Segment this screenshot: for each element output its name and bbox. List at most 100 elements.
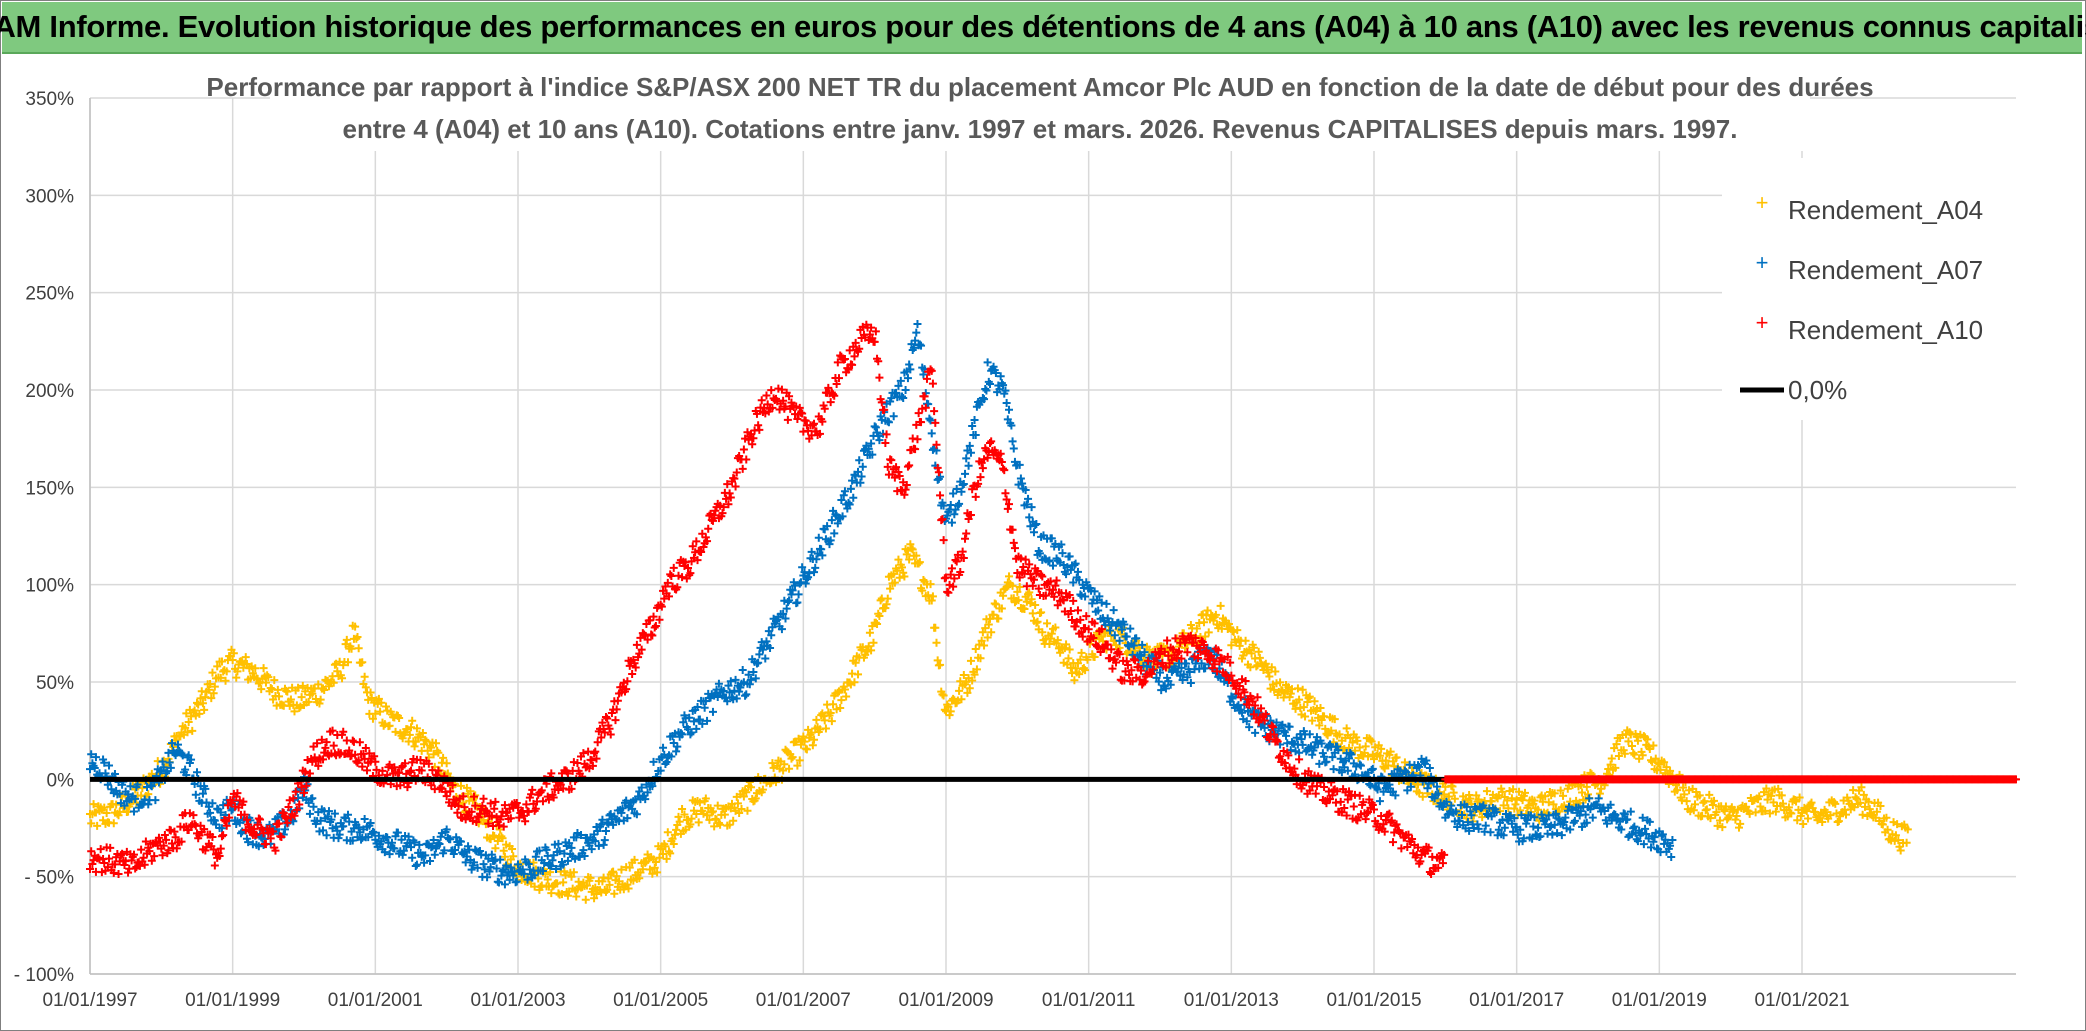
- data-point: [1367, 737, 1376, 746]
- data-point: [1548, 830, 1557, 839]
- data-point: [833, 688, 842, 697]
- data-point: [741, 691, 750, 700]
- data-point: [151, 796, 160, 805]
- legend-marker-a10: +: [1756, 310, 1769, 335]
- data-point: [1524, 801, 1533, 810]
- data-point: [918, 586, 927, 595]
- data-point: [811, 563, 820, 572]
- data-point: [241, 653, 250, 662]
- data-point: [936, 660, 945, 669]
- data-point: [410, 742, 419, 751]
- data-point: [938, 690, 947, 699]
- data-point: [584, 747, 593, 756]
- data-point: [675, 817, 684, 826]
- data-point: [931, 623, 940, 632]
- data-point: [1251, 728, 1260, 737]
- data-point: [194, 700, 203, 709]
- data-point: [767, 386, 776, 395]
- data-point: [648, 631, 657, 640]
- data-point: [204, 685, 213, 694]
- data-point: [1736, 819, 1745, 828]
- data-point: [219, 831, 228, 840]
- data-point: [865, 628, 874, 637]
- data-point: [1015, 583, 1024, 592]
- data-point: [426, 856, 435, 865]
- data-point: [604, 874, 613, 883]
- data-point: [1013, 587, 1022, 596]
- x-tick-label: 01/01/1997: [42, 990, 137, 1011]
- data-point: [1708, 800, 1717, 809]
- data-point: [1304, 694, 1313, 703]
- data-point: [254, 679, 263, 688]
- data-point: [875, 612, 884, 621]
- data-point: [944, 702, 953, 711]
- data-point: [348, 736, 357, 745]
- data-point: [635, 874, 644, 883]
- data-point: [587, 756, 596, 765]
- data-point: [946, 707, 955, 716]
- data-point: [939, 691, 948, 700]
- data-point: [945, 711, 954, 720]
- data-point: [1790, 796, 1799, 805]
- data-point: [1509, 785, 1518, 794]
- data-point: [266, 684, 275, 693]
- data-point: [1700, 797, 1709, 806]
- data-point: [966, 656, 975, 665]
- data-point: [494, 878, 503, 887]
- data-point: [1767, 791, 1776, 800]
- data-point: [1834, 817, 1843, 826]
- data-point: [1466, 794, 1475, 803]
- data-point: [930, 407, 939, 416]
- data-point: [1474, 795, 1483, 804]
- data-point: [661, 842, 670, 851]
- data-point: [908, 545, 917, 554]
- data-point: [1028, 609, 1037, 618]
- data-point: [788, 753, 797, 762]
- data-point: [1734, 823, 1743, 832]
- y-tick-label: 150%: [25, 478, 74, 499]
- data-point: [1630, 750, 1639, 759]
- data-point: [926, 580, 935, 589]
- data-point: [1624, 737, 1633, 746]
- data-point: [829, 700, 838, 709]
- data-point: [936, 491, 945, 500]
- data-point: [1595, 789, 1604, 798]
- data-point: [794, 590, 803, 599]
- data-point: [687, 814, 696, 823]
- data-point: [864, 642, 873, 651]
- data-point: [305, 809, 314, 818]
- data-point: [377, 698, 386, 707]
- data-point: [188, 726, 197, 735]
- data-point: [1482, 787, 1491, 796]
- data-point: [1192, 624, 1201, 633]
- data-point: [196, 694, 205, 703]
- data-point: [757, 396, 766, 405]
- data-point: [605, 880, 614, 889]
- data-point: [355, 738, 364, 747]
- data-point: [624, 884, 633, 893]
- x-tick-label: 01/01/2017: [1469, 990, 1564, 1011]
- data-point: [959, 670, 968, 679]
- data-point: [1285, 722, 1294, 731]
- report-banner: ADAM Informe. Evolution historique des p…: [0, 2, 2086, 54]
- data-point: [987, 628, 996, 637]
- data-point: [1315, 721, 1324, 730]
- x-tick-label: 01/01/1999: [185, 990, 280, 1011]
- data-point: [924, 591, 933, 600]
- data-point: [248, 669, 257, 678]
- data-point: [851, 658, 860, 667]
- data-point: [528, 785, 537, 794]
- data-point: [1606, 760, 1615, 769]
- data-point: [221, 676, 230, 685]
- data-point: [1702, 805, 1711, 814]
- legend: + Rendement_A04 + Rendement_A07 + Rendem…: [1722, 158, 2018, 420]
- data-point: [599, 840, 608, 849]
- data-point: [895, 573, 904, 582]
- data-point: [1761, 806, 1770, 815]
- data-point: [1071, 664, 1080, 673]
- data-point: [1000, 466, 1009, 475]
- data-point: [360, 815, 369, 824]
- data-point: [871, 423, 880, 432]
- data-point: [1481, 821, 1490, 830]
- data-point: [395, 714, 404, 723]
